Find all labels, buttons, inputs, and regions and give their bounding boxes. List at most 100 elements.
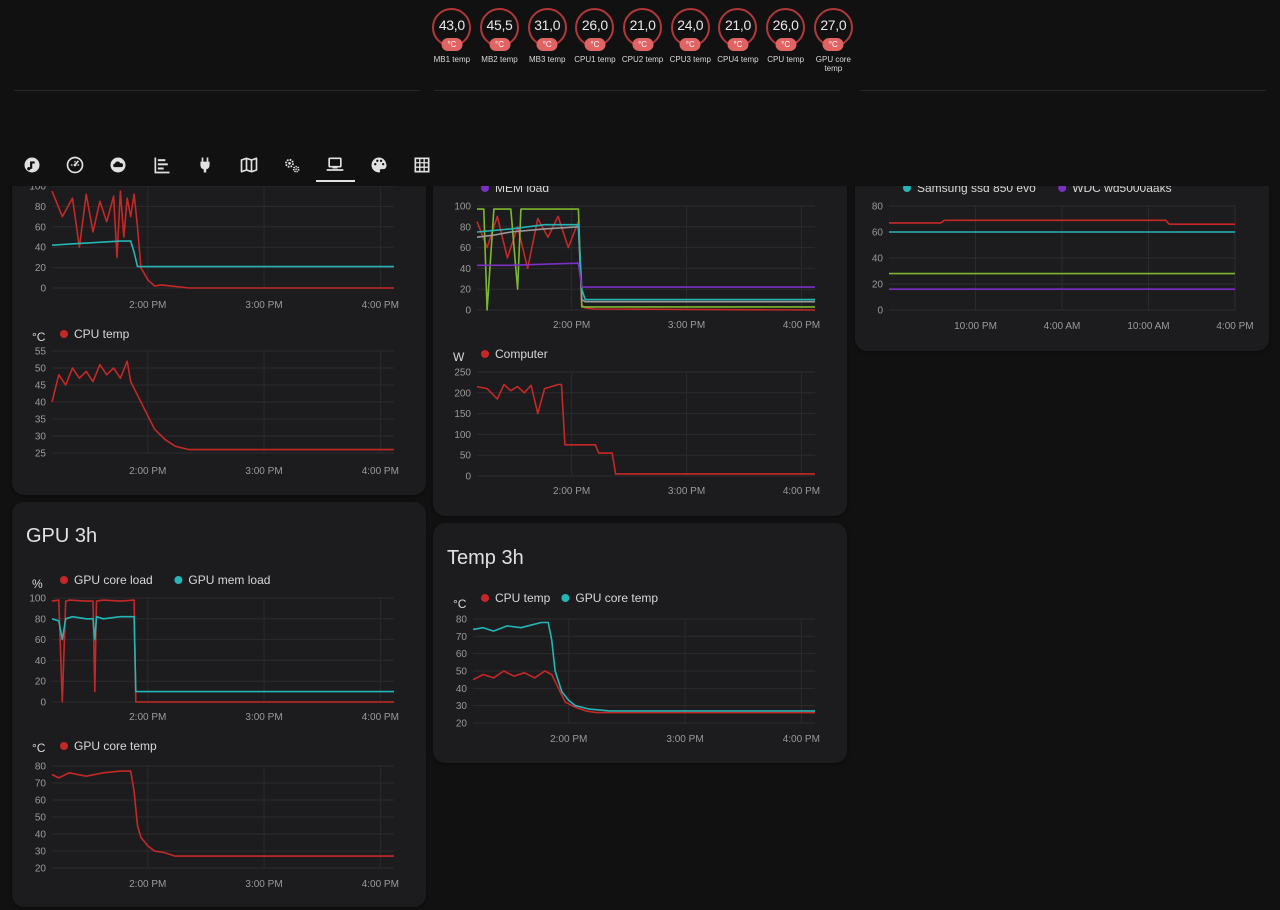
badge-cpu-temp[interactable]: 26,0 °C CPU temp xyxy=(762,8,810,73)
header-divider-middle xyxy=(434,90,840,91)
badge-label: CPU3 temp xyxy=(669,55,711,64)
tab-speedometer[interactable] xyxy=(53,148,96,182)
x-tick-label: 2:00 PM xyxy=(129,712,166,723)
temp-3h-chart[interactable]: 20 30 40 50 60 70 80 2:00 PM 3:00 PM 4:00 PM °C CPU… xyxy=(433,585,847,755)
badge-value: 24,0 xyxy=(677,16,704,33)
computer-power-chart[interactable]: 0 50 100 150 200 250 2:00 PM 3:00 PM 4:00 PM W Com… xyxy=(433,340,847,506)
y-tick-label: 20 xyxy=(35,864,47,875)
x-tick-label: 4:00 AM xyxy=(1044,321,1081,332)
y-tick-label: 25 xyxy=(35,449,47,460)
badge-unit: °C xyxy=(679,38,701,51)
y-tick-label: 80 xyxy=(35,202,47,213)
badge-bar: 43,0 °C MB1 temp 45,5 °C MB2 temp 31,0 °… xyxy=(428,8,857,73)
series-line xyxy=(472,621,815,712)
badge-gpu-core-temp[interactable]: 27,0 °C GPU core temp xyxy=(810,8,858,73)
legend-swatch xyxy=(481,350,489,358)
y-tick-label: 50 xyxy=(460,451,472,462)
y-tick-label: 20 xyxy=(35,263,47,274)
cpu-temp-chart[interactable]: 25 30 35 40 45 50 55 2:00 PM 3:00 PM 4:00 PM °C CPU… xyxy=(12,320,426,480)
y-tick-label: 0 xyxy=(40,698,46,709)
x-tick-label: 3:00 PM xyxy=(245,712,282,723)
y-tick-label: 60 xyxy=(872,228,884,239)
tab-power-plug[interactable] xyxy=(184,148,227,182)
x-tick-label: 10:00 AM xyxy=(1127,321,1169,332)
badge-circle: 26,0 °C xyxy=(575,8,615,51)
speedometer-icon xyxy=(66,156,84,174)
badge-mb3-temp[interactable]: 31,0 °C MB3 temp xyxy=(523,8,571,73)
y-tick-label: 70 xyxy=(456,632,468,643)
badge-cpu4-temp[interactable]: 21,0 °C CPU4 temp xyxy=(714,8,762,73)
tab-music[interactable] xyxy=(10,148,53,182)
legend-label: GPU core load xyxy=(74,573,153,587)
badge-cpu2-temp[interactable]: 21,0 °C CPU2 temp xyxy=(619,8,667,73)
power-plug-icon xyxy=(200,157,210,173)
series-line xyxy=(477,208,815,311)
map-icon xyxy=(240,157,257,173)
x-tick-label: 3:00 PM xyxy=(245,879,282,890)
series-line xyxy=(476,383,815,475)
x-tick-label: 4:00 PM xyxy=(783,734,820,745)
badge-value: 31,0 xyxy=(534,16,561,33)
y-tick-label: 40 xyxy=(872,254,884,265)
y-tick-label: 30 xyxy=(35,432,47,443)
y-tick-label: 55 xyxy=(35,347,47,358)
badge-circle: 21,0 °C xyxy=(718,8,758,51)
temp-card-title: Temp 3h xyxy=(447,547,524,569)
unit-label: °C xyxy=(32,741,46,755)
badge-label: CPU2 temp xyxy=(621,55,664,64)
legend-label: CPU temp xyxy=(74,327,130,341)
badge-unit: °C xyxy=(441,38,463,51)
badge-value: 21,0 xyxy=(724,16,751,33)
y-tick-label: 60 xyxy=(456,649,468,660)
gpu-temp-chart[interactable]: 20 30 40 50 60 70 80 2:00 PM 3:00 PM 4:00 PM °C GPU… xyxy=(12,732,426,898)
badge-cpu3-temp[interactable]: 24,0 °C CPU3 temp xyxy=(666,8,714,73)
legend-swatch xyxy=(60,576,68,584)
tab-palette[interactable] xyxy=(357,148,400,182)
laptop-icon xyxy=(327,157,344,171)
series-line xyxy=(889,219,1235,225)
badge-mb2-temp[interactable]: 45,5 °C MB2 temp xyxy=(476,8,524,73)
x-tick-label: 2:00 PM xyxy=(553,486,590,497)
tab-cloud[interactable] xyxy=(97,148,140,182)
tab-map[interactable] xyxy=(227,148,270,182)
x-tick-label: 4:00 PM xyxy=(783,320,820,331)
badge-mb1-temp[interactable]: 43,0 °C MB1 temp xyxy=(428,8,476,73)
tab-settings[interactable] xyxy=(270,148,313,182)
badge-label: CPU temp xyxy=(767,55,805,64)
unit-label: W xyxy=(453,350,465,364)
y-tick-label: 20 xyxy=(35,677,47,688)
gpu-card-title: GPU 3h xyxy=(26,525,98,547)
badge-cpu1-temp[interactable]: 26,0 °C CPU1 temp xyxy=(571,8,619,73)
x-tick-label: 4:00 PM xyxy=(362,712,399,723)
legend-label: GPU core temp xyxy=(74,739,157,753)
y-tick-label: 60 xyxy=(35,796,47,807)
x-tick-label: 4:00 PM xyxy=(783,486,820,497)
x-tick-label: 4:00 PM xyxy=(362,466,399,477)
music-note-icon xyxy=(24,157,40,173)
badge-circle: 24,0 °C xyxy=(670,8,710,51)
badge-unit: °C xyxy=(822,38,844,51)
badge-value: 27,0 xyxy=(820,16,847,33)
y-tick-label: 200 xyxy=(454,388,471,399)
tab-grid[interactable] xyxy=(401,148,444,182)
x-tick-label: 3:00 PM xyxy=(245,466,282,477)
series-line xyxy=(51,615,394,693)
tab-timeline[interactable] xyxy=(140,148,183,182)
y-tick-label: 100 xyxy=(29,594,46,605)
series-line xyxy=(51,360,394,451)
tab-system[interactable] xyxy=(314,148,357,182)
series-line xyxy=(476,226,815,303)
y-tick-label: 0 xyxy=(465,306,471,317)
y-tick-label: 40 xyxy=(35,656,47,667)
badge-unit: °C xyxy=(775,38,797,51)
y-tick-label: 80 xyxy=(35,762,47,773)
x-tick-label: 3:00 PM xyxy=(668,486,705,497)
badge-unit: °C xyxy=(536,38,558,51)
badge-value: 43,0 xyxy=(438,16,465,33)
cpu-load-chart[interactable]: 0 20 40 60 80 100 2:00 PM 3:00 PM 4:00 PM xyxy=(12,150,426,320)
gpu-load-chart[interactable]: 0 20 40 60 80 100 2:00 PM 3:00 PM 4:00 PM% GPU co… xyxy=(12,564,426,730)
badge-label: MB2 temp xyxy=(481,55,518,64)
y-tick-label: 0 xyxy=(40,284,46,295)
